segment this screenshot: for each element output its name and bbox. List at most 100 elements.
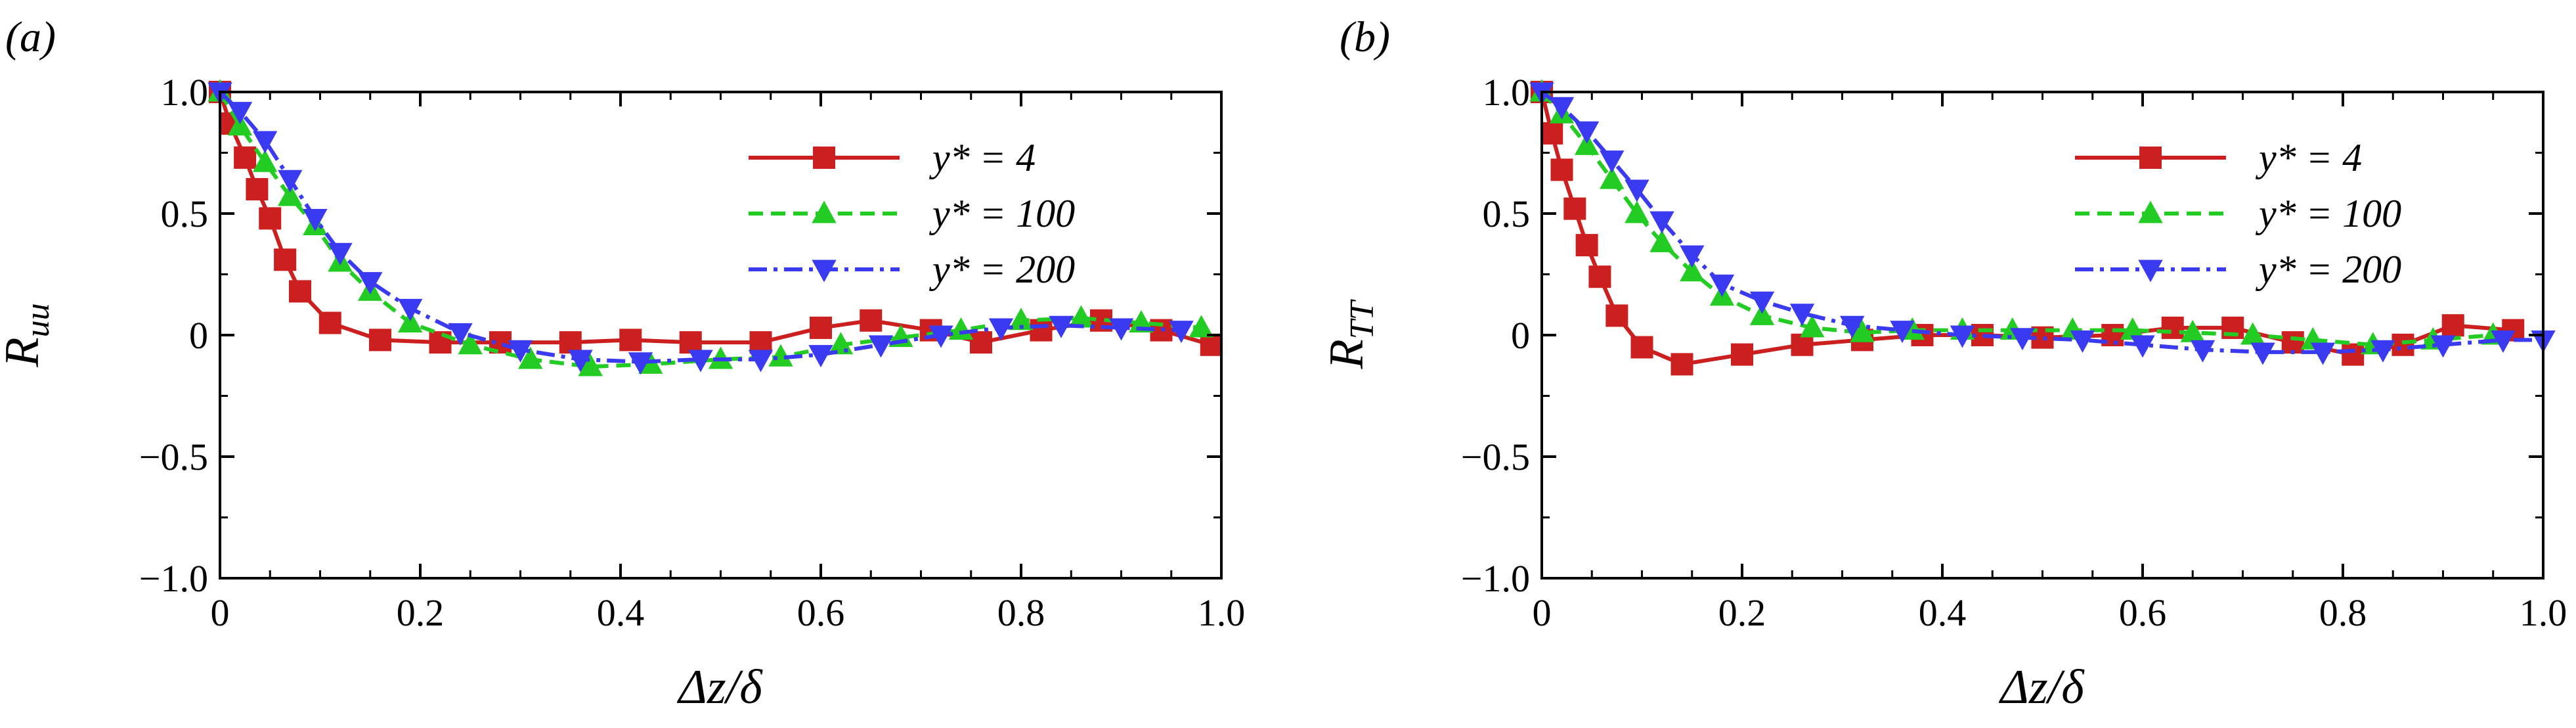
data-point-s2-11 <box>628 352 653 375</box>
data-point-s2-18 <box>1049 315 1074 338</box>
legend-label-0: y* = 4 <box>928 136 1036 179</box>
data-point-s2-15 <box>2130 335 2155 358</box>
data-point-s2-14 <box>808 345 833 368</box>
data-point-s2-2 <box>252 131 278 154</box>
data-point-s2-10 <box>1840 315 1865 338</box>
data-point-s1-13 <box>768 344 793 367</box>
y-tick-label: 1.0 <box>1483 71 1531 114</box>
data-point-s0-22 <box>1200 333 1223 356</box>
y-tick-label: 0 <box>1511 314 1530 357</box>
data-point-s0-13 <box>679 331 702 354</box>
y-tick-label: −1.0 <box>139 557 208 600</box>
data-point-s1-10 <box>578 353 603 376</box>
x-tick-label: 0.4 <box>597 591 645 634</box>
y-axis-title: RTT <box>1320 299 1381 369</box>
panel-label: (b) <box>1340 13 1390 61</box>
data-point-s0-5 <box>274 248 297 271</box>
data-point-s1-9 <box>518 346 543 369</box>
data-point-s2-4 <box>1625 179 1649 202</box>
data-point-s1-3 <box>1600 166 1625 189</box>
data-point-s0-9 <box>429 331 452 354</box>
data-point-s2-9 <box>1789 304 1815 327</box>
data-point-s1-10 <box>1850 319 1875 342</box>
data-point-s0-20 <box>2391 333 2414 356</box>
data-point-s2-18 <box>2310 342 2336 365</box>
legend-label-1: y* = 100 <box>2255 192 2401 235</box>
data-point-s0-1 <box>1540 122 1563 145</box>
data-point-s2-5 <box>328 242 353 265</box>
data-point-s1-16 <box>2180 319 2205 342</box>
data-point-s0-19 <box>1030 319 1053 342</box>
data-point-s0-4 <box>1575 234 1598 257</box>
data-point-s2-20 <box>2430 335 2456 358</box>
data-point-s0-10 <box>1791 333 1814 356</box>
y-tick-label: 0.5 <box>1483 193 1531 235</box>
data-point-s2-15 <box>868 335 894 358</box>
legend-marker-0 <box>813 147 835 169</box>
x-tick-label: 0.6 <box>2119 591 2167 634</box>
legend-label-1: y* = 100 <box>928 192 1075 235</box>
data-point-s2-4 <box>303 208 328 231</box>
x-tick-label: 0.6 <box>797 591 845 634</box>
data-point-s2-13 <box>2010 328 2035 351</box>
x-tick-label: 0 <box>1533 591 1552 634</box>
data-point-s2-16 <box>2190 340 2216 363</box>
data-point-s2-19 <box>1108 318 1134 341</box>
legend-label-0: y* = 4 <box>2255 136 2362 179</box>
panel-a: (a) −1.0 −0.5 0 0.5 1.0 0 0.2 0.4 0.6 0.8 1.0 Ruu Δz/… <box>0 13 1245 714</box>
data-point-s2-17 <box>2250 342 2275 365</box>
legend-label-2: y* = 200 <box>928 248 1075 291</box>
data-point-s2-9 <box>508 340 533 363</box>
data-point-s1-3 <box>278 183 303 206</box>
data-point-s2-17 <box>988 318 1014 341</box>
legend-marker-2 <box>2138 260 2163 283</box>
x-tick-label: 1.0 <box>2520 591 2567 634</box>
data-point-s0-14 <box>749 331 772 354</box>
data-point-s2-19 <box>2370 340 2395 363</box>
legend-label-2: y* = 200 <box>2255 248 2401 291</box>
data-point-s2-8 <box>448 323 473 346</box>
x-tick-label: 0.2 <box>1718 591 1766 634</box>
x-tick-label: 0.4 <box>1919 591 1967 634</box>
data-point-s2-13 <box>748 350 774 373</box>
data-point-s2-12 <box>688 350 713 373</box>
data-point-s2-10 <box>568 350 593 373</box>
y-tick-label: 1.0 <box>161 71 209 114</box>
data-point-s2-5 <box>1649 211 1674 234</box>
x-tick-label: 0.8 <box>2319 591 2367 634</box>
data-point-s0-8 <box>369 329 391 352</box>
data-point-s0-18 <box>2281 331 2304 354</box>
data-point-s1-4 <box>1625 200 1649 223</box>
data-point-s1-1 <box>227 113 253 136</box>
panel-label: (a) <box>5 13 56 61</box>
y-axis-title-main: R <box>0 337 49 367</box>
y-tick-label: 0 <box>189 314 208 357</box>
data-point-s2-8 <box>1749 291 1775 314</box>
data-point-s2-11 <box>1890 321 1915 344</box>
data-point-s0-16 <box>860 309 883 332</box>
data-point-s0-7 <box>1630 336 1653 359</box>
data-point-s0-6 <box>289 280 311 303</box>
x-tick-label: 1.0 <box>1198 591 1246 634</box>
x-tick-label: 0 <box>211 591 230 634</box>
data-point-s0-5 <box>1588 265 1611 288</box>
y-tick-label: −1.0 <box>1461 557 1530 600</box>
data-point-s1-9 <box>1800 315 1825 338</box>
data-point-s2-7 <box>1709 274 1735 297</box>
data-point-s2-3 <box>1600 150 1625 173</box>
data-point-s2-6 <box>1680 245 1705 268</box>
data-point-s1-8 <box>458 332 483 355</box>
data-point-s1-19 <box>1129 309 1154 332</box>
data-point-s0-2 <box>234 146 257 169</box>
data-point-s1-17 <box>2240 322 2265 345</box>
data-point-s1-20 <box>1189 315 1214 338</box>
data-point-s0-3 <box>1563 197 1586 220</box>
legend-marker-0 <box>2139 147 2162 169</box>
panel-b: (b) −1.0 −0.5 0 0.5 1.0 0 0.2 0.4 0.6 0.8 1.0 RTT Δz/… <box>1320 13 2567 714</box>
data-point-s0-6 <box>1605 304 1628 327</box>
y-tick-label: −0.5 <box>139 436 208 478</box>
legend-marker-2 <box>812 260 837 283</box>
data-point-s0-16 <box>2161 316 2184 339</box>
data-point-s0-3 <box>246 178 269 200</box>
